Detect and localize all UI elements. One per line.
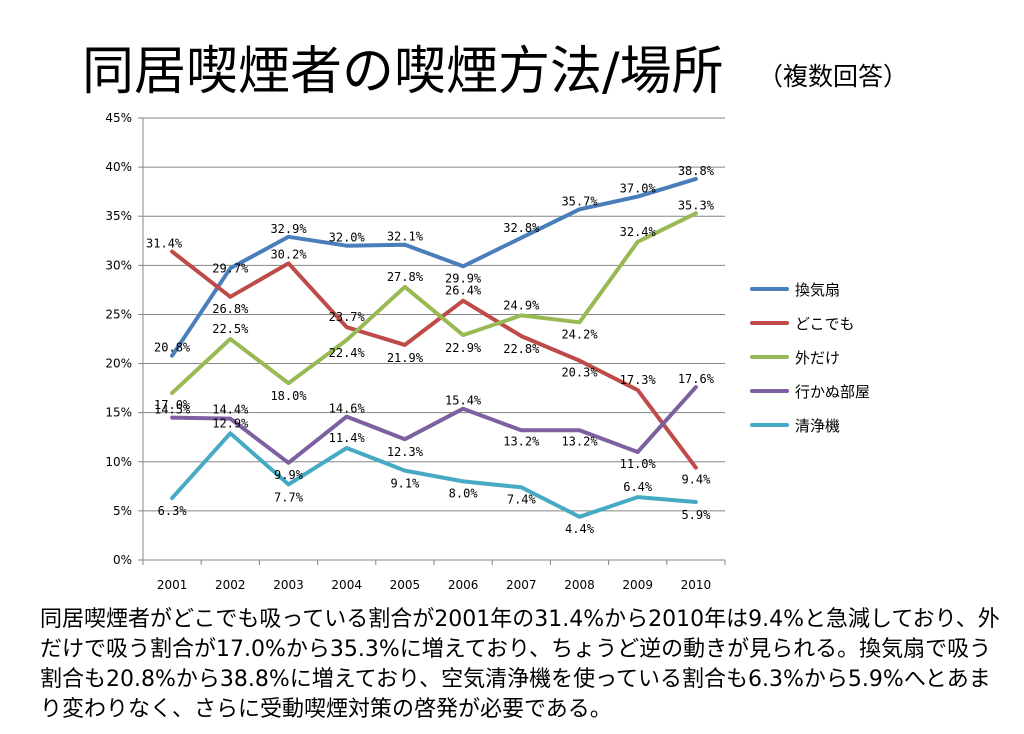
data-label: 15.4%: [445, 394, 482, 408]
x-tick-label: 2009: [622, 578, 653, 592]
data-label: 14.6%: [329, 402, 366, 416]
data-label: 38.8%: [678, 164, 715, 178]
data-label: 12.3%: [387, 445, 424, 459]
legend-label: 換気扇: [795, 281, 840, 299]
y-tick-label: 35%: [105, 209, 132, 223]
data-label: 32.4%: [620, 225, 657, 239]
data-label: 22.9%: [445, 341, 482, 355]
data-label: 32.9%: [270, 222, 307, 236]
data-label: 9.4%: [681, 473, 711, 487]
y-tick-label: 15%: [105, 406, 132, 420]
data-label: 7.7%: [274, 490, 304, 504]
data-label: 8.0%: [449, 486, 479, 500]
series-line-5: [170, 431, 698, 519]
data-label: 32.8%: [503, 221, 540, 235]
data-label: 7.4%: [507, 492, 537, 506]
data-label: 13.2%: [503, 434, 540, 448]
data-label: 20.3%: [561, 366, 598, 380]
x-tick-label: 2003: [273, 578, 304, 592]
y-tick-label: 25%: [105, 307, 132, 321]
data-label: 6.4%: [623, 480, 653, 494]
slide-title: 同居喫煙者の喫煙方法/場所: [82, 42, 724, 102]
x-tick-label: 2005: [390, 578, 421, 592]
series-line-3: [170, 211, 698, 395]
series-line-4: [170, 385, 698, 465]
data-label: 21.9%: [387, 351, 424, 365]
y-tick-label: 10%: [105, 455, 132, 469]
y-tick-label: 20%: [105, 357, 132, 371]
y-tick-label: 40%: [105, 160, 132, 174]
data-label: 17.0%: [154, 398, 191, 412]
y-tick-label: 30%: [105, 258, 132, 272]
data-label: 12.9%: [212, 416, 249, 430]
x-tick-label: 2010: [681, 578, 712, 592]
legend-label: 外だけ: [795, 349, 840, 367]
x-tick-label: 2008: [564, 578, 595, 592]
data-label: 17.3%: [620, 373, 657, 387]
y-tick-label: 45%: [105, 111, 132, 125]
data-label: 13.2%: [561, 434, 598, 448]
slide-subtitle: （複数回答）: [758, 62, 909, 91]
data-label: 26.8%: [212, 302, 249, 316]
title-row: 同居喫煙者の喫煙方法/場所 （複数回答）: [70, 34, 970, 114]
data-label: 35.3%: [678, 198, 715, 212]
data-label: 32.0%: [329, 231, 366, 245]
x-tick-label: 2001: [157, 578, 188, 592]
series-line-2: [170, 249, 698, 470]
data-label: 29.7%: [212, 261, 249, 275]
y-tick-label: 5%: [113, 504, 132, 518]
data-label: 22.4%: [329, 346, 366, 360]
legend-label: 行かぬ部屋: [795, 383, 870, 401]
data-label: 30.2%: [270, 247, 307, 261]
data-label: 5.9%: [681, 508, 711, 522]
x-tick-label: 2002: [215, 578, 246, 592]
data-label: 9.1%: [390, 477, 420, 491]
data-label: 11.4%: [329, 431, 366, 445]
data-label: 14.5%: [154, 403, 191, 417]
data-label: 23.7%: [329, 310, 366, 324]
caption-text: 同居喫煙者がどこでも吸っている割合が2001年の31.4%から2010年は9.4…: [40, 607, 1000, 722]
data-label: 24.9%: [503, 298, 540, 312]
data-label: 6.3%: [158, 504, 188, 518]
data-label: 24.2%: [561, 327, 598, 341]
data-label: 22.8%: [503, 342, 540, 356]
data-label: 26.4%: [445, 284, 482, 298]
data-label: 11.0%: [620, 457, 657, 471]
data-label: 9.9%: [274, 468, 304, 482]
data-label: 32.1%: [387, 230, 424, 244]
x-tick-label: 2006: [448, 578, 479, 592]
y-tick-label: 0%: [113, 553, 132, 567]
data-label: 14.4%: [212, 403, 249, 417]
legend-label: 清浄機: [795, 417, 840, 435]
data-label: 22.5%: [212, 322, 249, 336]
data-label: 4.4%: [565, 522, 595, 536]
data-label: 18.0%: [270, 389, 307, 403]
legend-label: どこでも: [795, 315, 855, 333]
x-tick-label: 2004: [331, 578, 362, 592]
data-label: 37.0%: [620, 182, 657, 196]
data-label: 20.8%: [154, 341, 191, 355]
data-label: 31.4%: [146, 237, 183, 251]
data-label: 27.8%: [387, 270, 424, 284]
caption: 同居喫煙者がどこでも吸っている割合が2001年の31.4%から2010年は9.4…: [40, 605, 1000, 725]
series-line-1: [170, 176, 698, 358]
data-label: 35.7%: [561, 194, 598, 208]
data-label: 17.6%: [678, 372, 715, 386]
x-tick-label: 2007: [506, 578, 537, 592]
data-label: 29.9%: [445, 271, 482, 285]
